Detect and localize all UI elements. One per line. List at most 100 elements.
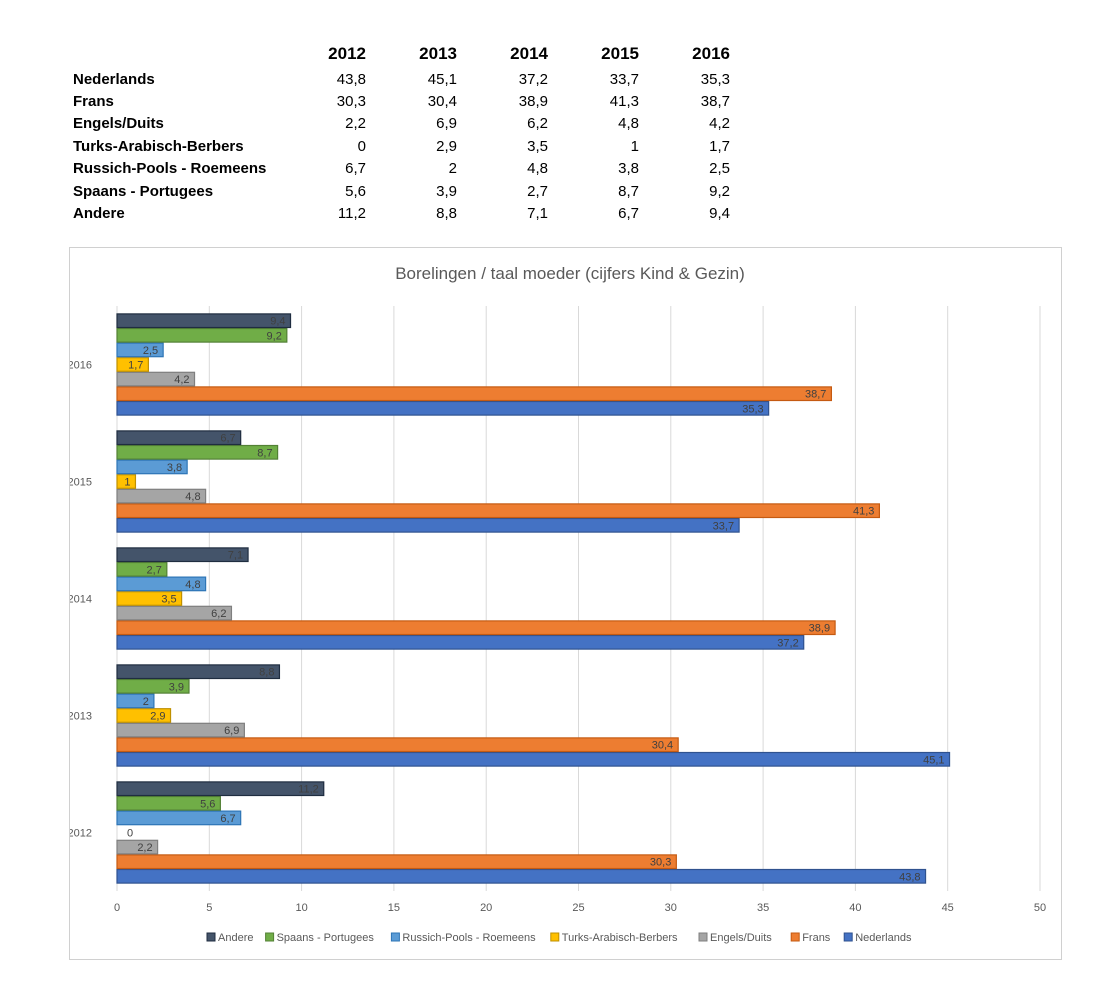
bar-data-label: 4,8 bbox=[185, 491, 200, 503]
table-cell: 9,2 bbox=[709, 182, 730, 200]
table-cell: 30,4 bbox=[427, 93, 457, 111]
bar-data-label: 2,5 bbox=[143, 345, 158, 357]
bar-data-label: 8,7 bbox=[257, 447, 272, 459]
bar bbox=[116, 430, 242, 446]
table-cell: 9,4 bbox=[709, 205, 730, 223]
bar bbox=[116, 517, 740, 533]
table-cell: 8,8 bbox=[436, 205, 457, 223]
bar bbox=[116, 488, 207, 504]
table-row: Frans 30,3 30,4 38,9 41,3 38,7 bbox=[70, 90, 730, 112]
table-cell: 4,2 bbox=[709, 115, 730, 133]
table-cell: 6,2 bbox=[527, 115, 548, 133]
table-cell: 2,9 bbox=[436, 137, 457, 155]
table-cell: 41,3 bbox=[609, 93, 639, 111]
bar bbox=[116, 342, 164, 358]
table-cell: 6,7 bbox=[618, 205, 639, 223]
bar-data-label: 0 bbox=[127, 828, 133, 840]
legend-swatch bbox=[390, 932, 400, 942]
x-tick-label: 35 bbox=[757, 902, 769, 914]
chart-frame: Borelingen / taal moeder (cijfers Kind &… bbox=[69, 247, 1062, 960]
x-tick-label: 10 bbox=[295, 902, 307, 914]
row-label: Frans bbox=[73, 93, 114, 111]
table-cell: 2 bbox=[448, 160, 457, 178]
x-tick-label: 30 bbox=[665, 902, 677, 914]
bar bbox=[116, 547, 249, 563]
chart-title: Borelingen / taal moeder (cijfers Kind &… bbox=[395, 264, 745, 283]
bar bbox=[116, 751, 951, 767]
bar-data-label: 7,1 bbox=[228, 550, 243, 562]
row-label: Nederlands bbox=[73, 70, 155, 88]
row-label: Spaans - Portugees bbox=[73, 182, 214, 200]
table-cell: 4,8 bbox=[618, 115, 639, 133]
legend-swatch bbox=[265, 932, 275, 942]
bar bbox=[116, 386, 833, 402]
table-cell: 1 bbox=[630, 137, 639, 155]
table-row: Andere 11,2 8,8 7,1 6,7 9,4 bbox=[70, 202, 730, 224]
table-cell: 4,8 bbox=[527, 160, 548, 178]
bar bbox=[116, 313, 292, 329]
table-cell: 6,9 bbox=[436, 115, 457, 133]
table-row: Engels/Duits 2,2 6,9 6,2 4,8 4,2 bbox=[70, 113, 730, 135]
legend-label: Frans bbox=[802, 932, 831, 944]
legend-swatch bbox=[790, 932, 800, 942]
bar-data-label: 11,2 bbox=[298, 784, 319, 796]
bar bbox=[116, 605, 233, 621]
legend-label: Russich-Pools - Roemeens bbox=[402, 932, 536, 944]
bar bbox=[116, 678, 190, 694]
column-header: 2013 bbox=[419, 44, 457, 63]
bar bbox=[116, 810, 242, 826]
table-cell: 2,7 bbox=[527, 182, 548, 200]
bar-data-label: 30,4 bbox=[652, 740, 673, 752]
bar bbox=[116, 591, 183, 606]
bar bbox=[116, 474, 137, 489]
bar bbox=[116, 664, 281, 680]
y-category-label: 2012 bbox=[70, 828, 92, 840]
bar bbox=[116, 576, 207, 592]
table-cell: 2,5 bbox=[709, 160, 730, 178]
legend-label: Andere bbox=[218, 932, 253, 944]
table-cell: 8,7 bbox=[618, 182, 639, 200]
bar-data-label: 3,8 bbox=[167, 462, 182, 474]
bar-data-label: 1 bbox=[124, 477, 130, 489]
data-table: 2012 2013 2014 2015 2016 Nederlands 43,8 4… bbox=[70, 40, 730, 225]
bar bbox=[116, 400, 770, 416]
bar-data-label: 30,3 bbox=[650, 857, 671, 869]
bar bbox=[116, 781, 325, 797]
y-category-label: 2014 bbox=[70, 594, 92, 606]
bar bbox=[116, 708, 172, 723]
y-category-label: 2016 bbox=[70, 360, 92, 372]
bar bbox=[116, 357, 149, 372]
bars: 43,8 30,3 2,2 0 6,7 5,6 11,2 45,1 30,4 6,9 2,92 3,9… bbox=[116, 313, 951, 884]
table-cell: 7,1 bbox=[527, 205, 548, 223]
row-label: Turks-Arabisch-Berbers bbox=[73, 137, 244, 155]
table-cell: 38,9 bbox=[518, 93, 548, 111]
table-cell: 45,1 bbox=[427, 70, 457, 88]
bar bbox=[116, 737, 679, 753]
table-cell: 11,2 bbox=[337, 205, 366, 223]
x-tick-label: 40 bbox=[849, 902, 861, 914]
bar-data-label: 6,9 bbox=[224, 725, 239, 737]
bar-data-label: 41,3 bbox=[853, 506, 874, 518]
bar-data-label: 9,4 bbox=[270, 316, 285, 328]
legend: Andere Spaans - Portugees Russich-Pools - … bbox=[206, 932, 912, 944]
column-header: 2012 bbox=[328, 44, 366, 63]
bar-data-label: 1,7 bbox=[128, 360, 143, 372]
table-cell: 6,7 bbox=[345, 160, 366, 178]
table-row: Spaans - Portugees 5,6 3,9 2,7 8,7 9,2 bbox=[70, 180, 730, 202]
bar bbox=[116, 327, 288, 343]
bar-data-label: 4,2 bbox=[174, 374, 189, 386]
bar-data-label: 5,6 bbox=[200, 798, 215, 810]
bar-data-label: 43,8 bbox=[899, 871, 920, 883]
row-label: Engels/Duits bbox=[73, 115, 164, 133]
legend-swatch bbox=[550, 932, 560, 942]
table-cell: 30,3 bbox=[336, 93, 366, 111]
column-header: 2015 bbox=[601, 44, 639, 63]
y-category-label: 2013 bbox=[70, 711, 92, 723]
bar bbox=[116, 444, 279, 460]
table-body: Nederlands 43,8 45,1 37,2 33,7 35,3 Frans 30,3 3… bbox=[70, 68, 730, 225]
table-cell: 3,8 bbox=[618, 160, 639, 178]
table-header-row: 2012 2013 2014 2015 2016 bbox=[70, 40, 730, 68]
bar bbox=[116, 839, 159, 855]
table-cell: 1,7 bbox=[709, 137, 730, 155]
